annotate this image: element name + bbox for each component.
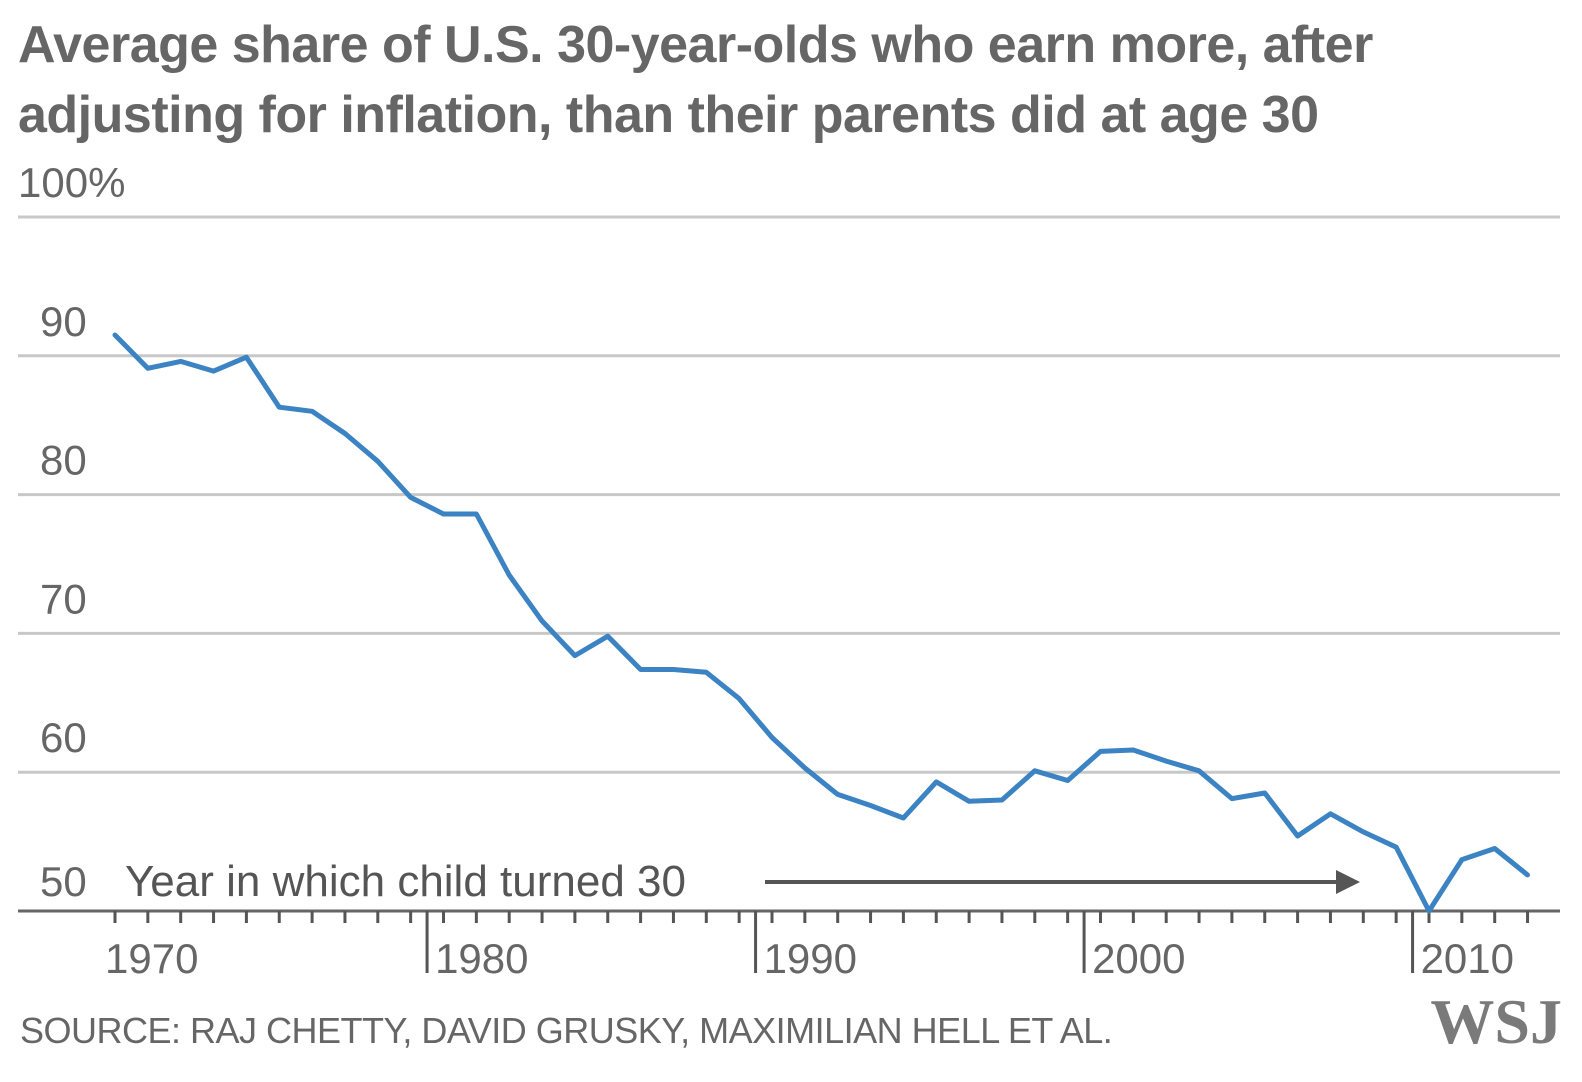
- annotation-arrow-head: [1336, 870, 1360, 894]
- annotation-text: Year in which child turned 30: [125, 857, 686, 906]
- x-tick-label-2010: 2010: [1421, 935, 1514, 982]
- chart-title: Average share of U.S. 30-year-olds who e…: [18, 16, 1373, 144]
- series-group: [112, 332, 1530, 914]
- x-axis: 1970 1980 1990 2000 2010: [105, 911, 1530, 982]
- y-tick-label-50: 50: [40, 858, 87, 905]
- y-tick-label-70: 70: [40, 575, 87, 622]
- x-tick-label-1980: 1980: [435, 935, 528, 982]
- x-tick-label-1990: 1990: [764, 935, 857, 982]
- wsj-logo: WSJ: [1430, 986, 1562, 1057]
- y-axis-labels: 100% 90 80 70 60 50: [18, 159, 125, 905]
- x-tick-label-2000: 2000: [1092, 935, 1185, 982]
- gridlines: [18, 215, 1560, 913]
- y-tick-label-60: 60: [40, 714, 87, 761]
- y-tick-label-100: 100%: [18, 159, 125, 206]
- y-tick-label-80: 80: [40, 437, 87, 484]
- x-tick-label-1970: 1970: [105, 935, 198, 982]
- source-note: SOURCE: RAJ CHETTY, DAVID GRUSKY, MAXIMI…: [20, 1010, 1113, 1051]
- series-line: [112, 332, 1530, 914]
- annotation-group: Year in which child turned 30: [125, 857, 1360, 906]
- y-tick-label-90: 90: [40, 298, 87, 345]
